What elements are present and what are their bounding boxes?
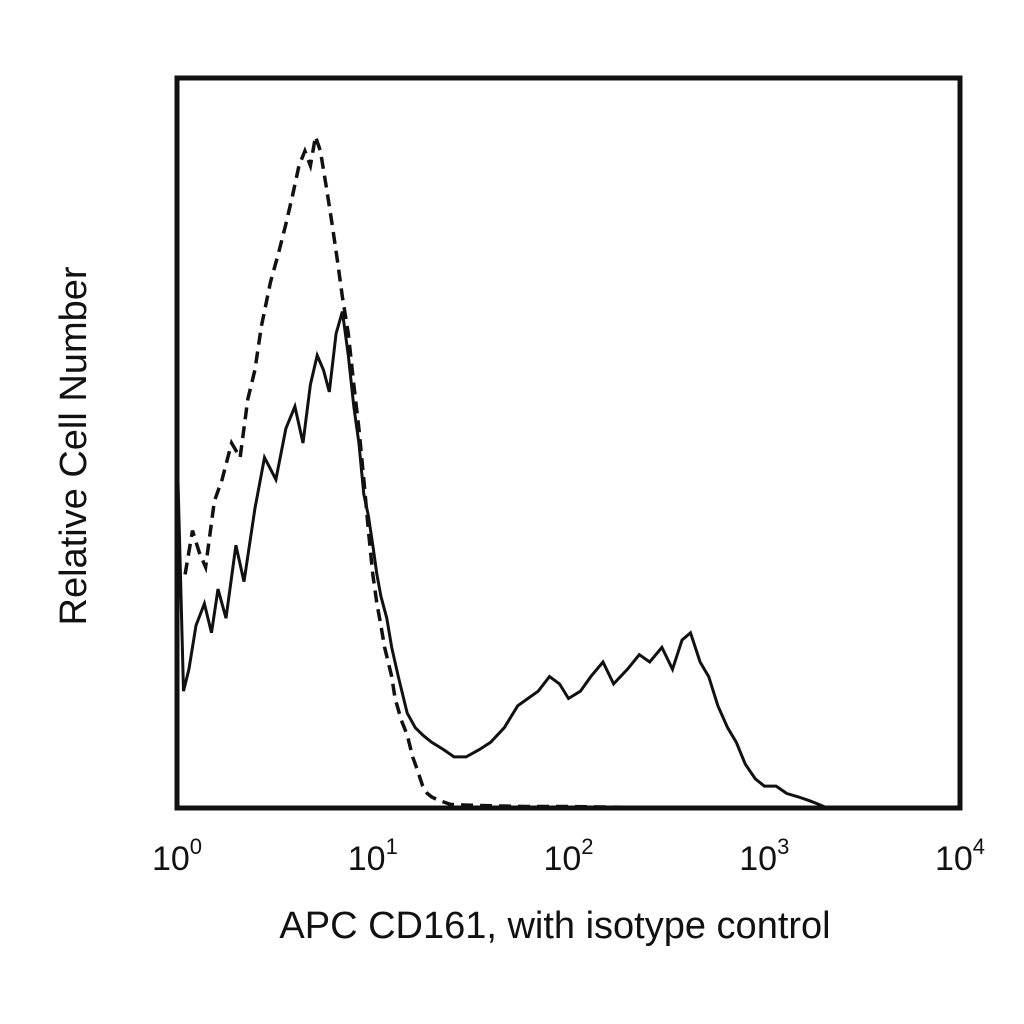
x-tick-label-1: 101 [348,834,398,878]
x-tick-labels: 100 101 102 103 104 [152,834,985,878]
x-tick-exponent: 3 [777,834,789,859]
x-tick-exponent: 4 [973,834,985,859]
x-tick-exponent: 1 [386,834,398,859]
x-tick-exponent: 0 [190,834,202,859]
isotype-control-line [183,135,824,810]
x-tick-label-4: 104 [935,834,985,878]
apc-cd161-line [175,311,960,810]
x-tick-base: 10 [348,840,386,878]
x-tick-base: 10 [152,840,190,878]
x-tick-exponent: 2 [581,834,593,859]
plot-series-group [175,135,960,810]
x-tick-label-2: 102 [543,834,593,878]
x-tick-label-0: 100 [152,834,202,878]
x-tick-label-3: 103 [739,834,789,878]
x-tick-base: 10 [543,840,581,878]
plot-frame [174,75,963,811]
y-axis-label: Relative Cell Number [53,266,95,625]
x-tick-base: 10 [935,840,973,878]
x-tick-base: 10 [739,840,777,878]
x-axis-label: APC CD161, with isotype control [279,905,830,947]
